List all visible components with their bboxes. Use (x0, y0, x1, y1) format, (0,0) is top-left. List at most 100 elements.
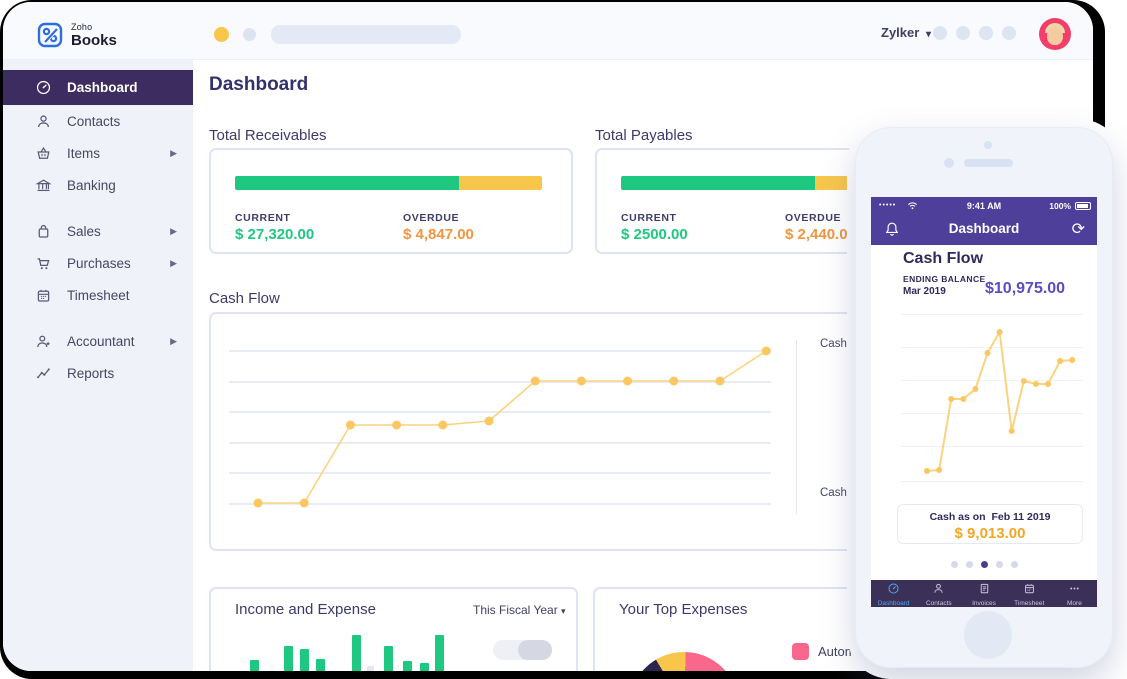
chevron-right-icon: ▶ (170, 257, 177, 268)
gridline (901, 347, 1083, 348)
search-input[interactable] (271, 25, 461, 44)
phone-page-title: Dashboard (948, 221, 1020, 236)
sidebar-item-sales[interactable]: Sales ▶ (3, 215, 193, 247)
refresh-icon[interactable]: ⟳ (1071, 221, 1085, 238)
accountant-icon (37, 335, 50, 347)
phone-bottom-nav: Dashboard Contacts Invoices Timesheet More (871, 580, 1097, 607)
toolbar-icon-placeholders (933, 26, 1016, 40)
phone-cashflow-title: Cash Flow (903, 250, 984, 267)
toolbar-icon-placeholder[interactable] (979, 26, 993, 40)
gridline (901, 481, 1083, 482)
logo-brand-big: Books (71, 31, 117, 49)
pager-dot[interactable] (1010, 561, 1018, 568)
wifi-icon (908, 202, 917, 210)
pager-dot[interactable] (995, 561, 1003, 568)
page-title: Dashboard (209, 74, 309, 95)
phone-nav-label: Invoices (972, 600, 996, 607)
gridline (229, 441, 771, 444)
cashflow-divider (796, 340, 797, 514)
chevron-right-icon: ▶ (170, 335, 177, 346)
phone-nav-timesheet[interactable]: Timesheet (1007, 580, 1052, 607)
income-expense-bar (300, 649, 309, 671)
income-expense-bar (384, 646, 393, 671)
org-selector[interactable]: Zylker ▾ (881, 25, 931, 40)
sidebar-item-banking[interactable]: Banking (3, 169, 193, 201)
topbar-gray-dot[interactable] (243, 28, 256, 41)
payables-overdue-label: OVERDUE (785, 212, 842, 224)
sidebar-item-accountant[interactable]: Accountant ▶ (3, 325, 193, 357)
legend-swatch (792, 643, 809, 660)
sidebar-item-purchases[interactable]: Purchases ▶ (3, 247, 193, 279)
top-expenses-title: Your Top Expenses (619, 601, 748, 618)
top-expenses-card: Your Top Expenses This Fiscal Year Autom… (593, 587, 887, 671)
gridline (229, 350, 771, 352)
payables-current-bar (621, 176, 816, 190)
receivables-current-value: $ 27,320.00 (235, 226, 315, 243)
toolbar-icon-placeholder[interactable] (1002, 26, 1016, 40)
phone-nav-invoices[interactable]: Invoices (961, 580, 1006, 607)
sidebar-item-label: Sales (67, 223, 101, 239)
phone-pager-dots[interactable] (871, 561, 1097, 568)
income-expense-bar (284, 646, 293, 671)
gridline (229, 502, 771, 505)
phone-nav-label: Contacts (925, 600, 952, 607)
cashflow-line-chart (253, 346, 771, 508)
income-expense-bar (367, 666, 374, 671)
income-expense-bar (403, 661, 412, 671)
org-name: Zylker (881, 25, 920, 40)
gridline (901, 446, 1083, 447)
pager-dot[interactable] (965, 561, 973, 568)
toolbar-icon-placeholder[interactable] (956, 26, 970, 40)
sidebar-item-dashboard[interactable]: Dashboard (3, 70, 193, 105)
sidebar-item-label: Dashboard (67, 80, 138, 95)
cashflow-title: Cash Flow (209, 290, 280, 307)
payables-title: Total Payables (595, 127, 693, 144)
phone-cash-date: Feb 11 2019 (991, 511, 1051, 523)
payables-card: CURRENT $ 2500.00 OVERDUE $ 2,440.00 (595, 148, 887, 254)
receivables-overdue-label: OVERDUE (403, 212, 460, 224)
zoho-books-logo-icon (37, 22, 63, 48)
toggle-knob (518, 640, 552, 660)
gridline (901, 314, 1083, 315)
receivables-overdue-value: $ 4,847.00 (403, 226, 474, 243)
income-expense-bar (316, 659, 325, 671)
top-expenses-pie (629, 652, 739, 671)
sidebar-item-contacts[interactable]: Contacts (3, 105, 193, 137)
phone-nav-more[interactable]: More (1052, 580, 1097, 607)
phone-balance-label: ENDING BALANCE (903, 274, 986, 284)
gridline (901, 413, 1083, 414)
sidebar-item-label: Reports (67, 365, 115, 381)
sidebar-item-reports[interactable]: Reports (3, 357, 193, 389)
phone-nav-contacts[interactable]: Contacts (916, 580, 961, 607)
income-expense-bar (420, 663, 429, 671)
pager-dot[interactable] (980, 561, 988, 568)
phone-home-button[interactable] (964, 611, 1012, 659)
income-expense-title: Income and Expense (235, 601, 376, 618)
items-icon (37, 146, 50, 159)
phone-clock: 9:41 AM (966, 201, 1002, 211)
pager-dot[interactable] (950, 561, 958, 568)
phone-cash-prefix: Cash as on (929, 511, 986, 523)
contacts-icon (934, 583, 943, 593)
phone-nav-dashboard[interactable]: Dashboard (871, 580, 916, 607)
payables-current-label: CURRENT (621, 212, 677, 224)
sidebar-item-timesheet[interactable]: Timesheet (3, 279, 193, 311)
banking-icon (35, 179, 52, 191)
topbar-yellow-dot[interactable] (214, 27, 229, 42)
income-expense-bar (352, 635, 361, 671)
phone-cashflow-chart (924, 328, 1076, 474)
phone-battery-percent: 100% (1049, 201, 1071, 211)
sidebar-item-items[interactable]: Items ▶ (3, 137, 193, 169)
sidebar: Dashboard Contacts Items ▶ Banking Sales ▶ Purc… (3, 60, 193, 671)
toolbar-icon-placeholder[interactable] (933, 26, 947, 40)
zoho-books-logo: Zoho Books (37, 22, 117, 48)
income-expense-toggle[interactable] (493, 640, 552, 660)
phone-sensor-icon (944, 158, 954, 168)
bell-icon[interactable] (883, 220, 901, 238)
gridline (229, 380, 771, 383)
income-expense-filter[interactable]: This Fiscal Year ▾ (473, 603, 566, 617)
chevron-down-icon: ▾ (561, 606, 566, 616)
avatar[interactable] (1039, 18, 1071, 50)
payables-current-value: $ 2500.00 (621, 226, 688, 243)
